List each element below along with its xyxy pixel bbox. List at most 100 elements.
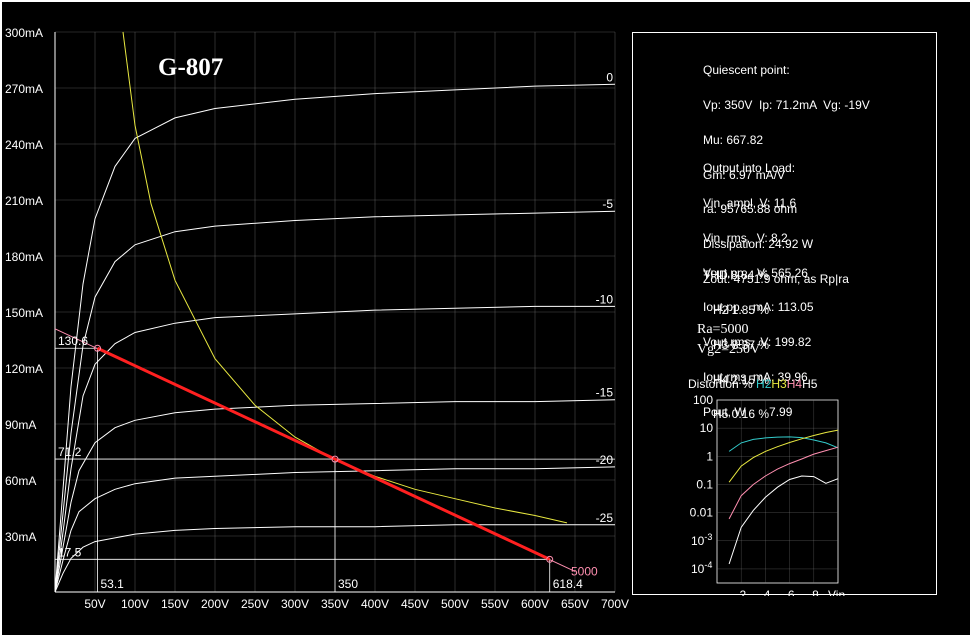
quiescent-line: Dissipation: 24.92 W	[703, 237, 814, 252]
chart-title: G-807	[158, 54, 223, 81]
thd-line: H4 2.15 %	[703, 372, 770, 387]
thd-line: H5 0.16 %	[703, 407, 770, 422]
legend-h4: H4	[786, 377, 803, 391]
output-line: Iout,pp. mA: 113.05	[703, 300, 814, 315]
op-point-marker	[546, 555, 554, 563]
op-point-marker	[93, 344, 101, 352]
op-point-marker	[331, 455, 339, 463]
x-tick-label: 350V	[321, 597, 349, 611]
distortion-title-text: Distortion %	[688, 377, 757, 391]
output-line: Vin, rms, V: 8.2	[703, 230, 788, 245]
x-tick-label: 450V	[401, 597, 429, 611]
plate-curve	[54, 466, 616, 593]
x-tick-label: 400V	[361, 597, 389, 611]
distortion-chart: 100 10 1 0.1 0.01 10-3 10-4 .2 .4 .6 .8 Vin	[690, 393, 846, 596]
distortion-x-tick-label: .2	[736, 588, 746, 596]
output-line: Output into Load:	[703, 161, 796, 176]
curve-label: -25	[596, 511, 614, 525]
y-tick-label: 180mA	[5, 250, 43, 264]
quiescent-line: Quiescent point:	[703, 63, 790, 78]
x-tick-label: 700V	[601, 597, 629, 611]
x-marker-label: 53.1	[100, 577, 124, 591]
quiescent-line: Mu: 667.82	[703, 132, 764, 147]
distortion-series-h3	[728, 429, 839, 483]
curve-label: -10	[596, 292, 614, 306]
y-tick-label: 210mA	[5, 194, 43, 208]
op-point-current-label: 17.5	[58, 545, 82, 559]
distortion-series-h2	[728, 436, 839, 452]
distortion-y-tick-label: 0.1	[696, 477, 713, 491]
x-tick-label: 50V	[84, 597, 105, 611]
x-tick-label: 600V	[521, 597, 549, 611]
legend-h3: H3	[771, 377, 787, 391]
x-tick-label: 150V	[161, 597, 189, 611]
plate-curve	[54, 83, 616, 593]
x-tick-label: 500V	[441, 597, 469, 611]
distortion-y-tick-label: 100	[693, 393, 713, 407]
thd-line: THD 8.84 %	[703, 268, 769, 283]
distortion-y-tick-label: 10	[700, 421, 714, 435]
y-tick-label: 120mA	[5, 362, 43, 376]
distortion-x-axis-label: Vin	[828, 588, 845, 596]
output-line: Vout,pp, V: 565.26	[703, 265, 808, 280]
x-tick-label: 300V	[281, 597, 309, 611]
plate-curve	[54, 305, 615, 593]
output-block: Output into Load: Vin, ampl, V: 11.6 Vin…	[703, 140, 814, 441]
load-line-label: 5000	[571, 564, 598, 578]
op-point-current-label: 130.6	[58, 334, 88, 348]
thd-line: H3 8.37 %	[703, 337, 770, 352]
distortion-y-tick-label: 10-3	[691, 532, 712, 548]
load-line	[96, 346, 551, 561]
output-line: Vin, ampl, V: 11.6	[703, 195, 797, 210]
output-line: Iout,rms mA: 39.96	[703, 369, 808, 384]
x-marker-label: 618.4	[553, 577, 583, 591]
distortion-y-tick-label: 1	[706, 449, 713, 463]
plate-curve	[54, 524, 615, 593]
y-tick-label: 240mA	[5, 138, 43, 152]
distortion-x-tick-label: .6	[785, 588, 795, 596]
quiescent-block: Quiescent point: Vp: 350V Ip: 71.2mA Vg:…	[703, 42, 870, 309]
distortion-plot-frame	[716, 399, 839, 584]
thd-block: THD 8.84 % H2 1.85 % H3 8.37 % H4 2.15 %…	[703, 247, 769, 444]
curve-label: 0	[606, 70, 613, 84]
y-tick-label: 60mA	[5, 474, 36, 488]
op-point-current-label: 71.2	[58, 445, 82, 459]
quiescent-line: ra: 95765.88 ohm	[703, 202, 798, 217]
y-tick-label: 150mA	[5, 306, 43, 320]
x-tick-label: 200V	[201, 597, 229, 611]
y-tick-label: 300mA	[5, 26, 43, 40]
curve-label: -5	[602, 197, 613, 211]
y-tick-label: 30mA	[5, 530, 36, 544]
thd-line: H2 1.85 %	[703, 302, 770, 317]
vg2-label: Vg2=250V	[697, 342, 761, 357]
distortion-y-tick-label: 0.01	[690, 506, 714, 520]
distortion-x-tick-label: .4	[760, 588, 770, 596]
plate-curve	[54, 210, 616, 593]
distortion-y-tick-label: 10-4	[691, 560, 712, 576]
x-marker-label: 350	[338, 577, 358, 591]
quiescent-line: Zout: 4751.9 ohm, as Rp|ra	[703, 271, 849, 286]
legend-h2: H2	[756, 377, 772, 391]
dissipation-curve	[122, 31, 568, 524]
distortion-series-h4	[728, 446, 839, 520]
distortion-series-h5	[728, 475, 839, 565]
legend-h5: H5	[802, 377, 818, 391]
x-tick-label: 550V	[481, 597, 509, 611]
ra-label: Ra=5000	[697, 322, 749, 337]
quiescent-line: Gm: 6.97 mA/V	[703, 167, 786, 182]
curve-label: -15	[596, 386, 614, 400]
y-tick-label: 90mA	[5, 418, 36, 432]
distortion-x-tick-label: .8	[809, 588, 819, 596]
x-tick-label: 650V	[561, 597, 589, 611]
x-tick-label: 100V	[121, 597, 149, 611]
x-tick-label: 250V	[241, 597, 269, 611]
quiescent-line: Vp: 350V Ip: 71.2mA Vg: -19V	[703, 97, 870, 112]
results-panel: Quiescent point: Vp: 350V Ip: 71.2mA Vg:…	[632, 32, 937, 596]
plate-curve	[54, 399, 616, 593]
y-tick-label: 270mA	[5, 82, 43, 96]
distortion-title: Distortion % H2H3H4H5	[688, 377, 817, 391]
curve-label: -20	[596, 453, 614, 467]
output-line: Vout,rms V: 199.82	[703, 335, 812, 350]
